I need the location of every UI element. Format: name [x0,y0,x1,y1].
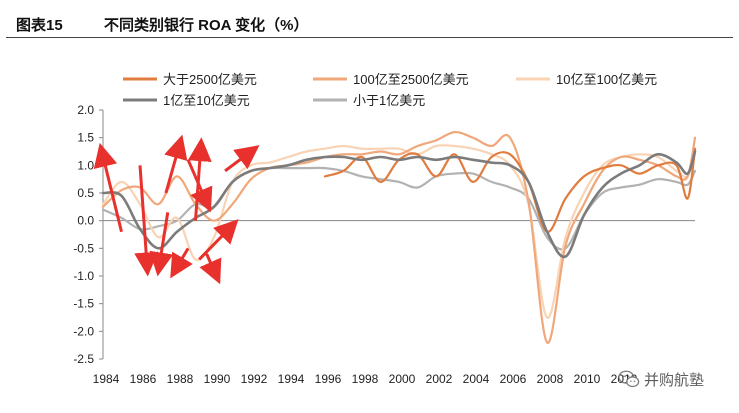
series-line-4 [101,166,697,251]
annotation-arrow-8 [170,247,193,279]
watermark: 并购航塾 [618,368,704,390]
series-line-0 [323,147,697,233]
arrow-annotations [93,134,260,285]
figure-title-bar: 图表15 不同类别银行 ROA 变化（%） [6,10,733,38]
x-tick-label: 2008 [537,372,564,386]
legend-label-2: 10亿至100亿美元 [556,72,657,87]
y-tick-label: 0.5 [77,186,94,200]
y-tick-label: -2.0 [73,324,94,338]
y-tick-label: -1.5 [73,297,94,311]
y-tick-label: 1.5 [77,131,94,145]
figure-title: 不同类别银行 ROA 变化（%） [104,17,309,34]
x-tick-label: 1994 [278,372,305,386]
x-tick-label: 2004 [463,372,490,386]
wechat-icon [618,370,640,388]
chart-series [101,130,697,344]
annotation-arrow-7 [198,219,239,261]
legend-label-4: 小于1亿美元 [353,93,425,108]
y-tick-label: 0.0 [77,214,94,228]
chart-legend: 大于2500亿美元 100亿至2500亿美元 10亿至100亿美元 1亿至10亿美元 小… [123,72,657,108]
y-tick-label: 2.0 [77,103,94,117]
annotation-arrow-9 [199,253,222,285]
x-tick-label: 1996 [315,372,342,386]
legend-label-0: 大于2500亿美元 [163,72,257,87]
x-tick-label: 1992 [241,372,268,386]
x-tick-label: 2002 [426,372,453,386]
x-tick-label: 2000 [389,372,416,386]
annotation-arrow-5 [187,137,212,221]
x-tick-label: 2010 [574,372,601,386]
watermark-text: 并购航塾 [644,370,705,389]
annotation-arrow-1 [134,165,159,277]
y-tick-label: -1.0 [73,269,94,283]
y-tick-label: -2.5 [73,352,94,366]
legend-label-3: 1亿至10亿美元 [163,93,250,108]
annotation-arrow-6 [224,145,260,173]
y-tick-label: -0.5 [73,241,94,255]
x-tick-label: 1986 [130,372,157,386]
figure-number: 图表15 [16,17,63,34]
x-tick-label: 2006 [500,372,527,386]
chart-axes: 2.0 1.5 1.0 0.5 0.0 -0.5 -1.0 -1.5 -2.0 -2.5 1984 1… [73,103,695,386]
annotation-arrow-2 [164,134,188,194]
y-tick-label: 1.0 [77,158,94,172]
series-line-1 [101,130,697,344]
x-tick-label: 1990 [204,372,231,386]
x-tick-label: 1998 [352,372,379,386]
series-line-3 [101,150,697,259]
annotation-arrow-3 [149,212,174,277]
annotation-arrow-0 [93,142,123,233]
x-tick-label: 1988 [167,372,194,386]
legend-label-1: 100亿至2500亿美元 [353,72,469,87]
x-tick-label: 1984 [93,372,120,386]
